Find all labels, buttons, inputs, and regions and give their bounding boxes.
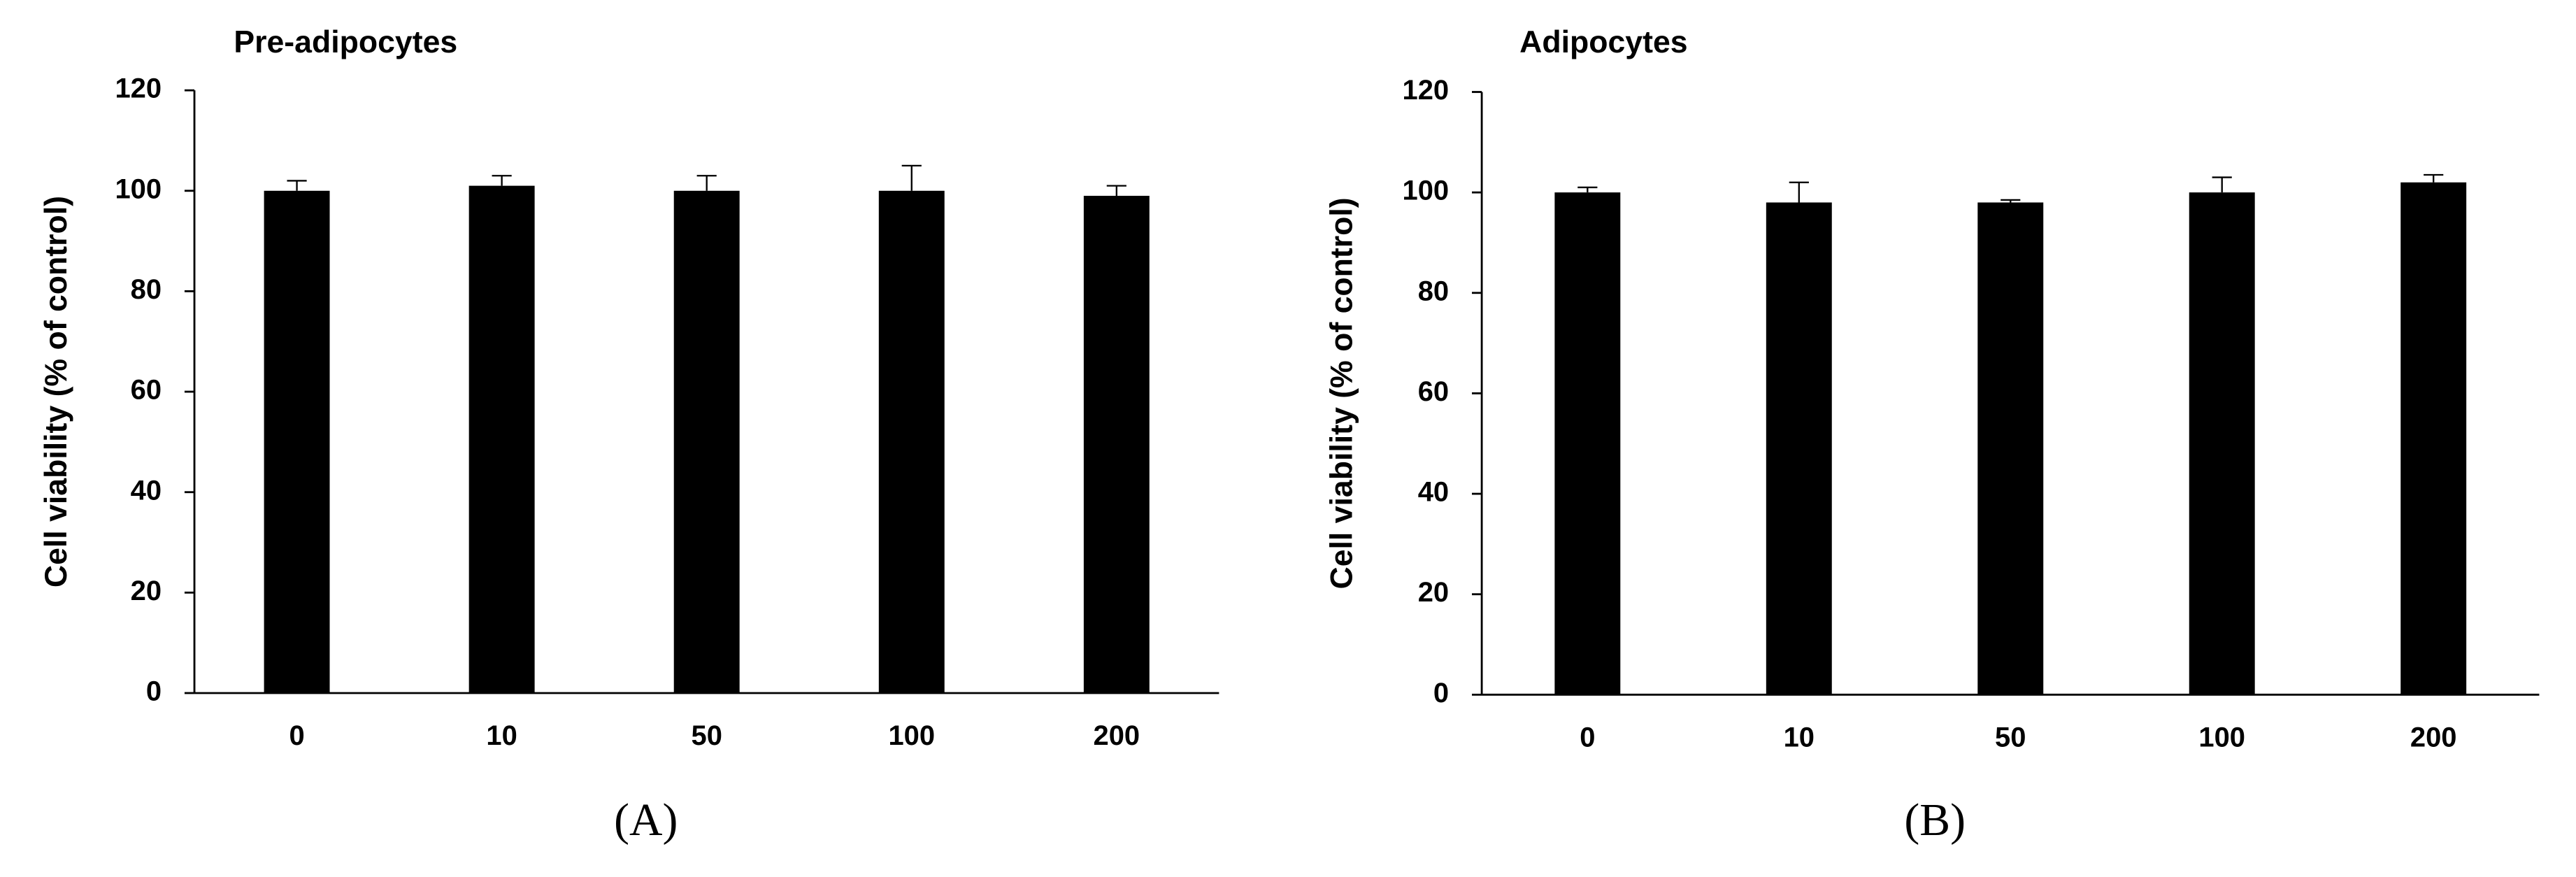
x-tick-label: 200 [2410,722,2457,753]
x-tick-label: 10 [486,720,517,751]
chart-title: Adipocytes [1519,25,1687,59]
x-tick-label: 100 [888,720,935,751]
x-tick-label: 10 [1784,722,1815,753]
x-tick-label: 100 [2198,722,2245,753]
y-tick-label: 100 [1403,176,1450,206]
x-tick-label: 50 [1995,722,2026,753]
x-tick-label: 0 [1580,722,1595,753]
x-tick-label: 0 [289,720,304,751]
y-tick-label: 80 [131,274,162,305]
bar [1977,202,2044,695]
bar [2189,192,2255,695]
y-tick-label: 0 [1433,678,1449,708]
y-tick-label: 20 [131,576,162,606]
y-tick-label: 40 [131,475,162,506]
bar [264,190,330,693]
y-tick-label: 100 [115,173,162,204]
bar [878,190,945,693]
y-tick-label: 80 [1418,276,1449,306]
chart-title: Pre-adipocytes [234,25,457,59]
bar [468,185,535,693]
panel-label: (B) [1904,794,1966,846]
y-tick-label: 120 [115,73,162,104]
y-axis-label: Cell viability (% of control) [39,196,73,587]
bar [2400,182,2467,695]
y-tick-label: 0 [146,676,162,707]
y-tick-label: 120 [1403,75,1450,106]
y-tick-label: 60 [131,375,162,406]
bar [1766,202,1832,695]
x-tick-label: 50 [692,720,722,751]
y-tick-label: 20 [1418,577,1449,608]
y-tick-label: 60 [1418,376,1449,407]
y-tick-label: 40 [1418,477,1449,508]
bar [1554,192,1621,695]
y-axis-label: Cell viability (% of control) [1325,197,1359,589]
bar [1083,195,1150,693]
x-tick-label: 200 [1094,720,1140,751]
bar [673,190,740,693]
panel-label: (A) [614,794,678,846]
